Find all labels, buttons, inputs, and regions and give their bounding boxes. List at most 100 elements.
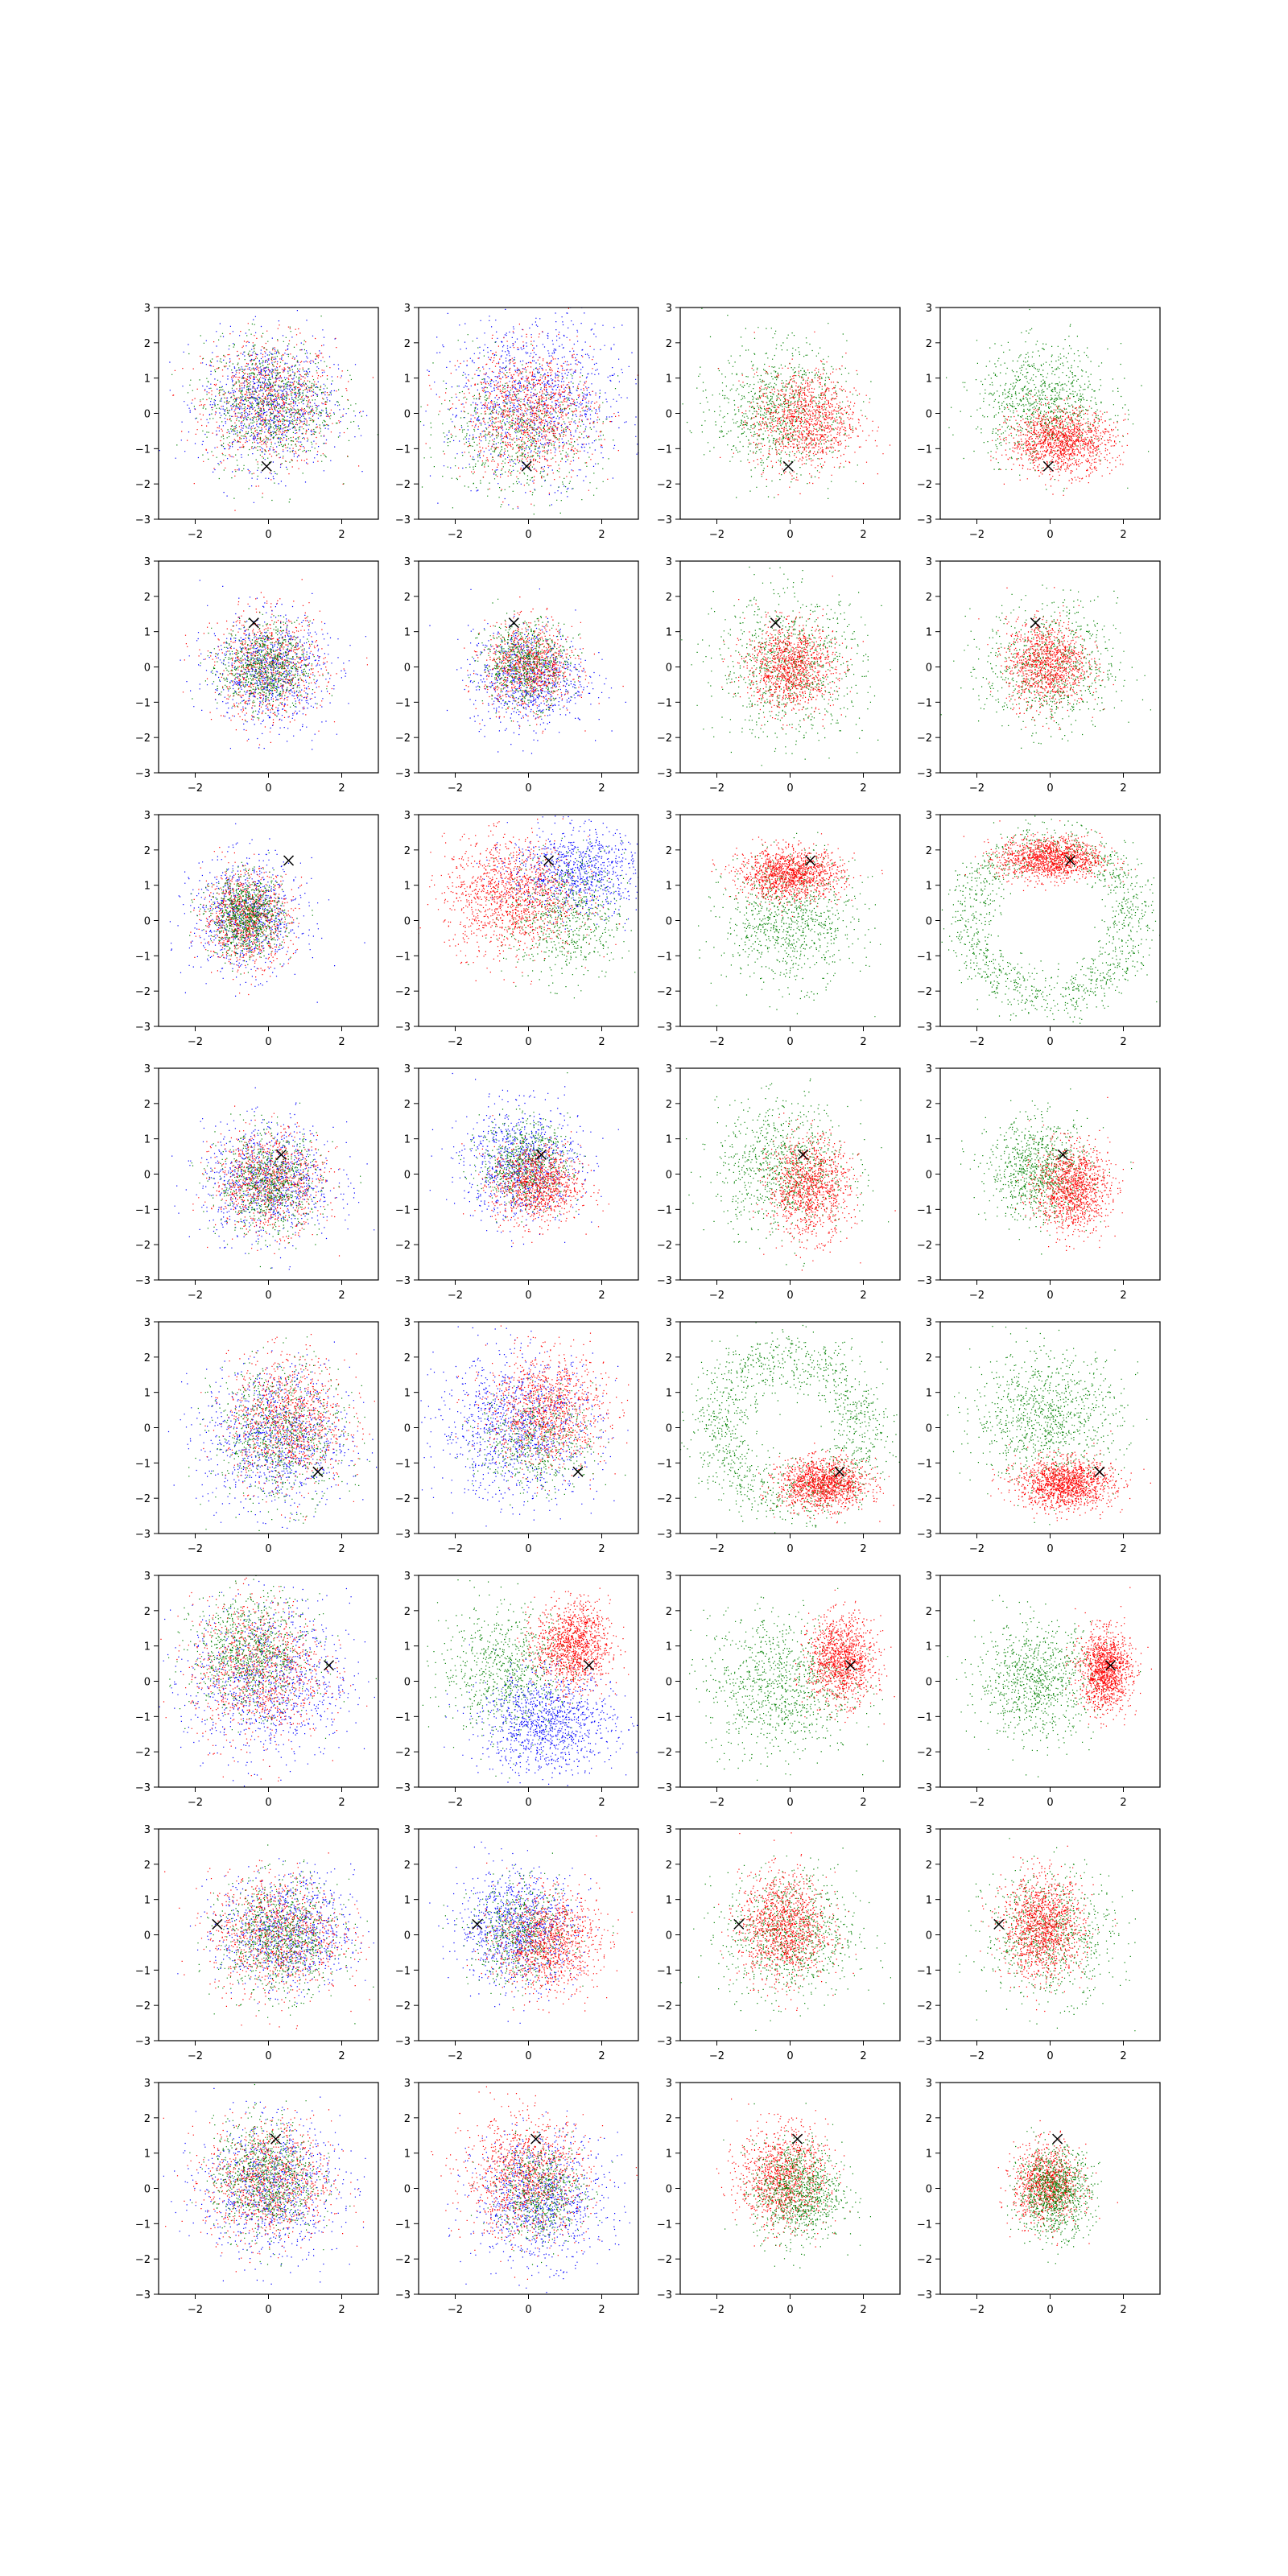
panel-r2-c4: −2 0 2 3 2 1 0 −1 −2 −3 bbox=[917, 556, 1161, 795]
x-marker bbox=[1064, 855, 1076, 866]
y-tick-label: 2 bbox=[666, 1860, 672, 1872]
x-tick-label: −2 bbox=[188, 2304, 203, 2316]
y-tick-label: 3 bbox=[144, 2078, 151, 2090]
y-tick-label: −1 bbox=[135, 2219, 151, 2231]
y-tick-label: 2 bbox=[404, 1606, 411, 1618]
y-tick-label: −2 bbox=[135, 1493, 151, 1505]
x-marker bbox=[845, 1660, 857, 1671]
y-tick-label: −1 bbox=[395, 2219, 411, 2231]
series-green bbox=[192, 612, 332, 722]
y-tick-label: 0 bbox=[144, 916, 151, 928]
y-tick-label: 0 bbox=[404, 1423, 411, 1435]
x-tick-label: −2 bbox=[969, 1543, 985, 1555]
x-marker bbox=[1042, 460, 1054, 472]
x-tick-label: −2 bbox=[448, 782, 463, 795]
x-tick-label: −2 bbox=[709, 529, 724, 541]
y-tick-label: 2 bbox=[926, 1860, 932, 1872]
series-green-ring bbox=[680, 1322, 900, 1534]
y-tick-label: 1 bbox=[144, 2149, 151, 2161]
series-blue bbox=[169, 823, 365, 1003]
series-blue bbox=[444, 1641, 638, 1786]
axes-frame bbox=[418, 307, 639, 520]
axes-frame bbox=[158, 307, 379, 520]
axes-frame bbox=[939, 307, 1161, 520]
x-tick-label: −2 bbox=[969, 529, 985, 541]
x-tick-label: −2 bbox=[969, 782, 985, 795]
y-tick-label: 2 bbox=[666, 2113, 672, 2125]
y-tick-label: −3 bbox=[135, 2036, 151, 2048]
scatter-points bbox=[422, 1579, 638, 1786]
series-red bbox=[164, 1852, 370, 2029]
axes-frame bbox=[939, 1067, 1161, 1281]
y-tick-label: 1 bbox=[666, 1641, 672, 1653]
y-tick-label: 1 bbox=[926, 627, 932, 639]
scatter-points bbox=[941, 815, 1160, 1024]
series-blue bbox=[171, 1087, 375, 1270]
y-tick-label: 1 bbox=[666, 374, 672, 386]
x-tick-label: 0 bbox=[265, 782, 271, 795]
y-tick-label: 3 bbox=[666, 2078, 672, 2090]
x-tick-label: −2 bbox=[188, 1543, 203, 1555]
series-green bbox=[189, 2083, 351, 2267]
y-tick-label: −1 bbox=[135, 1965, 151, 1977]
y-tick-label: 2 bbox=[926, 338, 932, 350]
y-tick-label: 3 bbox=[926, 1317, 932, 1329]
x-tick-label: 2 bbox=[1120, 1797, 1126, 1809]
y-tick-label: 3 bbox=[926, 810, 932, 822]
y-tick-label: −2 bbox=[135, 2254, 151, 2266]
y-tick-label: −2 bbox=[657, 733, 672, 745]
y-tick-label: 2 bbox=[666, 1606, 672, 1618]
panel-r7-c4: −2 0 2 3 2 1 0 −1 −2 −3 bbox=[917, 1824, 1161, 2062]
x-tick-label: −2 bbox=[969, 2050, 985, 2062]
series-green bbox=[189, 852, 313, 975]
y-tick-label: −3 bbox=[917, 1022, 932, 1034]
y-tick-label: −2 bbox=[395, 1240, 411, 1252]
panel-r2-c1: −2 0 2 3 2 1 0 −1 −2 −3 bbox=[135, 556, 379, 795]
x-tick-label: 0 bbox=[786, 2050, 793, 2062]
y-tick-label: 1 bbox=[404, 627, 411, 639]
series-green bbox=[689, 1587, 884, 1781]
series-green bbox=[469, 598, 583, 726]
y-tick-label: 1 bbox=[926, 1134, 932, 1146]
scatter-points bbox=[431, 2086, 638, 2293]
y-tick-label: −3 bbox=[395, 1275, 411, 1287]
x-tick-label: 2 bbox=[1120, 1543, 1126, 1555]
y-tick-label: 0 bbox=[144, 2184, 151, 2196]
y-tick-label: 2 bbox=[144, 1606, 151, 1618]
y-tick-label: 3 bbox=[404, 303, 411, 315]
y-tick-label: −2 bbox=[917, 1747, 932, 1759]
y-tick-label: 2 bbox=[926, 845, 932, 857]
y-tick-label: −2 bbox=[135, 986, 151, 998]
y-tick-label: 0 bbox=[144, 1423, 151, 1435]
y-tick-label: 3 bbox=[404, 1063, 411, 1075]
y-tick-label: 2 bbox=[926, 1099, 932, 1111]
y-tick-label: 0 bbox=[404, 1170, 411, 1182]
y-tick-label: −2 bbox=[657, 479, 672, 491]
panel-r5-c2: −2 0 2 3 2 1 0 −1 −2 −3 bbox=[395, 1317, 639, 1555]
x-tick-label: −2 bbox=[188, 1290, 203, 1302]
series-red bbox=[419, 818, 621, 985]
panel-r8-c1: −2 0 2 3 2 1 0 −1 −2 −3 bbox=[135, 2078, 379, 2316]
y-tick-label: 0 bbox=[404, 1677, 411, 1689]
x-tick-label: −2 bbox=[709, 1543, 724, 1555]
y-tick-label: −2 bbox=[135, 1747, 151, 1759]
y-tick-label: 1 bbox=[666, 1895, 672, 1907]
x-tick-label: 0 bbox=[1046, 1290, 1053, 1302]
y-tick-label: 3 bbox=[144, 1571, 151, 1583]
series-red bbox=[182, 579, 368, 745]
y-tick-label: −3 bbox=[135, 514, 151, 526]
axes-frame bbox=[158, 560, 379, 774]
x-marker bbox=[993, 1918, 1005, 1930]
y-tick-label: −3 bbox=[135, 2289, 151, 2301]
panel-r3-c4: −2 0 2 3 2 1 0 −1 −2 −3 bbox=[917, 810, 1161, 1048]
x-tick-label: 2 bbox=[1120, 529, 1126, 541]
y-tick-label: 0 bbox=[926, 2184, 932, 2196]
y-tick-label: 2 bbox=[666, 1099, 672, 1111]
y-tick-label: −1 bbox=[657, 697, 672, 709]
scatter-points bbox=[997, 2120, 1118, 2264]
x-tick-label: 0 bbox=[525, 2304, 531, 2316]
y-tick-label: −2 bbox=[917, 2000, 932, 2013]
y-tick-label: −3 bbox=[917, 2289, 932, 2301]
y-tick-label: 0 bbox=[926, 916, 932, 928]
series-green bbox=[698, 832, 881, 1018]
